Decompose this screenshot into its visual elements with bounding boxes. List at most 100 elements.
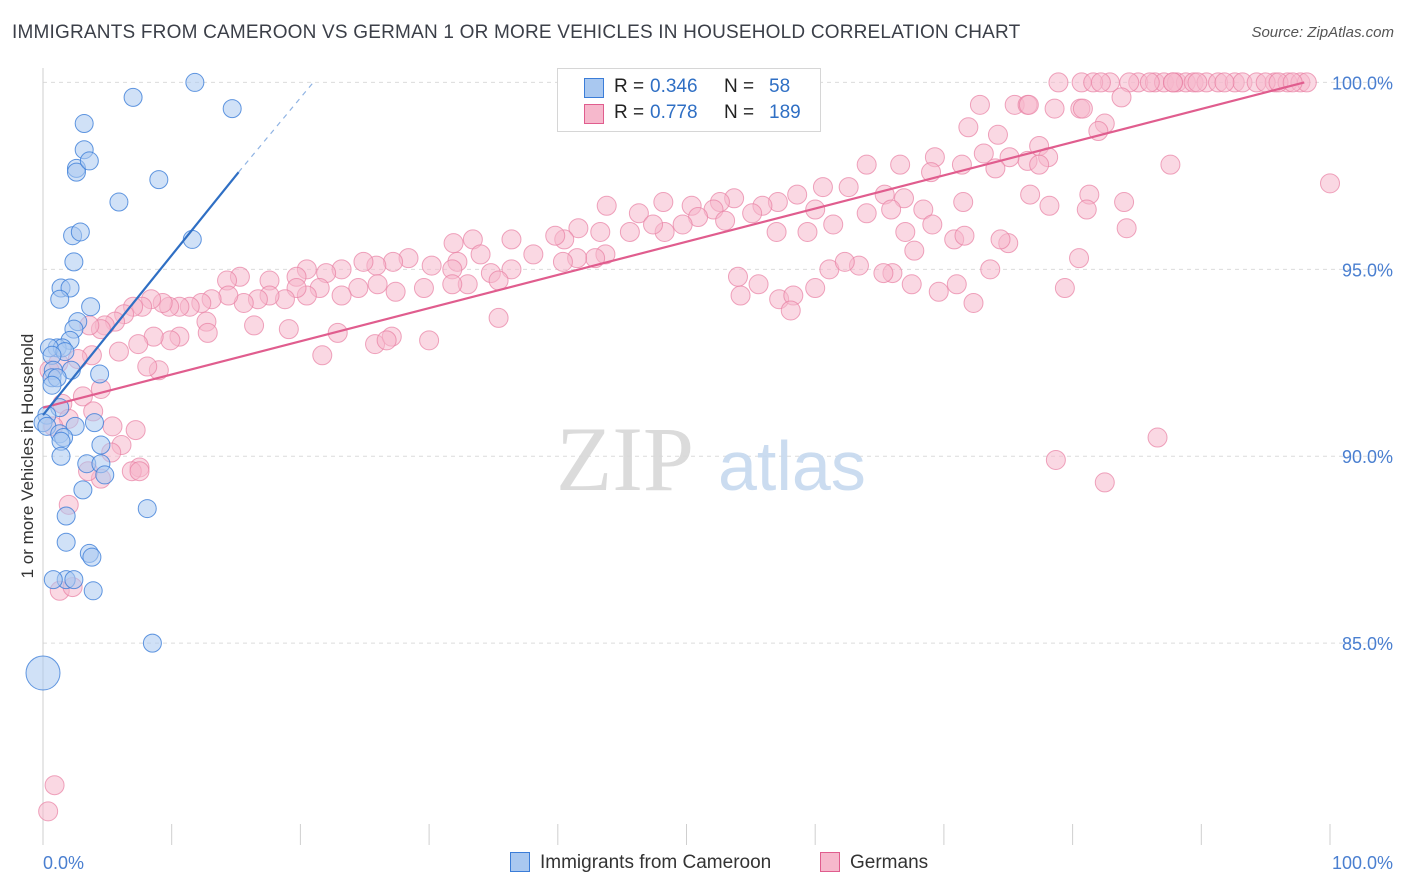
point-germans bbox=[973, 143, 994, 164]
x-tick-label: 0.0% bbox=[43, 853, 84, 873]
point-germans bbox=[552, 251, 573, 272]
point-germans bbox=[834, 251, 855, 272]
point-germans bbox=[501, 229, 522, 250]
point-germans bbox=[421, 255, 442, 276]
legend-r-label: R = bbox=[614, 102, 645, 123]
point-germans bbox=[38, 801, 59, 822]
point-cameroon bbox=[91, 435, 111, 455]
point-cameroon bbox=[73, 480, 93, 500]
point-germans bbox=[969, 94, 990, 115]
trend-lines bbox=[42, 81, 1305, 416]
point-cameroon bbox=[149, 170, 169, 190]
point-cameroon bbox=[66, 162, 86, 182]
point-germans bbox=[244, 315, 265, 336]
point-cameroon bbox=[43, 570, 63, 590]
point-germans bbox=[1114, 192, 1135, 213]
point-germans bbox=[348, 278, 369, 299]
point-germans bbox=[367, 274, 388, 295]
point-cameroon bbox=[81, 297, 101, 317]
point-germans bbox=[1116, 218, 1137, 239]
grid-lines bbox=[43, 81, 1392, 644]
point-germans bbox=[1044, 98, 1065, 119]
point-germans bbox=[856, 154, 877, 175]
legend-label-germans: Germans bbox=[850, 852, 929, 873]
point-germans bbox=[1054, 278, 1075, 299]
point-germans bbox=[488, 270, 509, 291]
legend-r-label: R = bbox=[614, 76, 645, 97]
point-germans bbox=[838, 177, 859, 198]
point-germans bbox=[129, 461, 150, 482]
point-germans bbox=[1214, 72, 1235, 93]
point-germans bbox=[1162, 72, 1183, 93]
point-germans bbox=[742, 203, 763, 224]
point-germans bbox=[1029, 154, 1050, 175]
point-germans bbox=[312, 345, 333, 366]
tick-labels: 100.0% 95.0% 90.0% 85.0% 0.0% 100.0% bbox=[43, 73, 1393, 873]
point-germans bbox=[823, 214, 844, 235]
point-germans bbox=[653, 192, 674, 213]
series-germans-points bbox=[38, 72, 1340, 822]
point-germans bbox=[946, 274, 967, 295]
point-germans bbox=[856, 203, 877, 224]
point-germans bbox=[1076, 199, 1097, 220]
point-germans bbox=[1020, 184, 1041, 205]
point-germans bbox=[1045, 449, 1066, 470]
point-germans bbox=[137, 356, 158, 377]
point-germans bbox=[278, 319, 299, 340]
chart-title: IMMIGRANTS FROM CAMEROON VS GERMAN 1 OR … bbox=[12, 22, 1021, 43]
point-germans bbox=[901, 274, 922, 295]
watermark: ZIP atlas bbox=[556, 408, 866, 510]
point-cameroon bbox=[95, 465, 115, 485]
point-germans bbox=[805, 278, 826, 299]
y-tick-label: 85.0% bbox=[1342, 634, 1393, 654]
point-germans bbox=[545, 225, 566, 246]
point-cameroon bbox=[90, 364, 110, 384]
point-cameroon bbox=[109, 192, 129, 212]
point-germans bbox=[643, 214, 664, 235]
point-germans bbox=[672, 214, 693, 235]
point-germans bbox=[353, 251, 374, 272]
legend-r-value: 0.346 bbox=[650, 76, 698, 97]
trend-line-cameroon bbox=[42, 171, 240, 416]
stats-legend: R = 0.346 N = 58 R = 0.778 N = 189 bbox=[557, 68, 821, 132]
series-cameroon-points bbox=[25, 72, 242, 691]
legend-item-cameroon[interactable]: Immigrants from Cameroon bbox=[510, 852, 771, 874]
point-germans bbox=[787, 184, 808, 205]
point-germans bbox=[1069, 248, 1090, 269]
point-cameroon bbox=[51, 446, 71, 466]
point-germans bbox=[501, 259, 522, 280]
x-tick-label: 100.0% bbox=[1332, 853, 1393, 873]
point-cameroon bbox=[222, 99, 242, 119]
point-germans bbox=[1094, 472, 1115, 493]
legend-label-cameroon: Immigrants from Cameroon bbox=[540, 852, 772, 873]
point-germans bbox=[1160, 154, 1181, 175]
point-germans bbox=[108, 341, 129, 362]
point-germans bbox=[715, 210, 736, 231]
point-germans bbox=[443, 233, 464, 254]
point-germans bbox=[748, 274, 769, 295]
point-cameroon bbox=[84, 413, 104, 433]
point-germans bbox=[730, 285, 751, 306]
point-germans bbox=[376, 330, 397, 351]
point-germans bbox=[590, 221, 611, 242]
point-germans bbox=[1090, 72, 1111, 93]
point-germans bbox=[44, 775, 65, 796]
point-germans bbox=[488, 307, 509, 328]
point-cameroon bbox=[56, 506, 76, 526]
point-germans bbox=[797, 221, 818, 242]
point-germans bbox=[102, 416, 123, 437]
point-germans bbox=[873, 263, 894, 284]
point-germans bbox=[1139, 72, 1160, 93]
point-cameroon bbox=[137, 499, 157, 519]
point-cameroon bbox=[65, 416, 85, 436]
point-germans bbox=[1072, 98, 1093, 119]
legend-n-label: N = bbox=[724, 102, 755, 123]
point-cameroon bbox=[82, 547, 102, 567]
point-germans bbox=[1320, 173, 1340, 194]
point-germans bbox=[628, 203, 649, 224]
watermark-zip: ZIP bbox=[556, 408, 694, 510]
point-germans bbox=[954, 225, 975, 246]
point-germans bbox=[125, 420, 146, 441]
legend-item-germans[interactable]: Germans bbox=[820, 852, 928, 874]
point-germans bbox=[953, 192, 974, 213]
